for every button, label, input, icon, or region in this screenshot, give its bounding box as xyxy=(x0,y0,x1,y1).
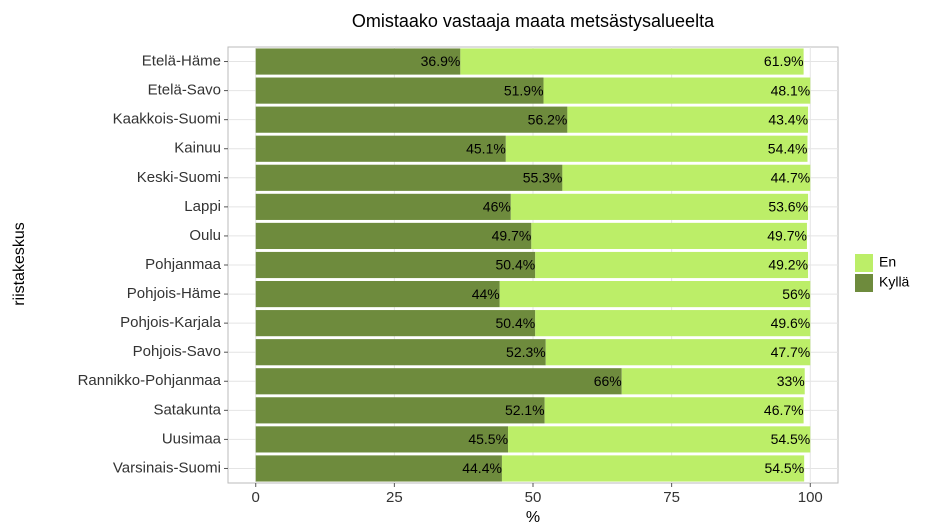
bar xyxy=(255,48,461,75)
data-label: 54.5% xyxy=(771,431,811,447)
bar xyxy=(508,426,811,453)
y-tick-label: Pohjois-Karjala xyxy=(120,314,222,331)
data-label: 49.6% xyxy=(771,315,811,331)
data-label: 56.2% xyxy=(528,111,568,127)
x-tick-label: 75 xyxy=(663,489,680,506)
bar xyxy=(545,339,811,366)
data-label: 44.4% xyxy=(462,460,502,476)
y-tick-label: Rannikko-Pohjanmaa xyxy=(78,372,222,389)
chart-title: Omistaako vastaaja maata metsästysalueel… xyxy=(352,11,715,31)
bar xyxy=(255,368,622,395)
data-label: 45.5% xyxy=(468,431,508,447)
legend-swatch xyxy=(855,274,873,292)
bar xyxy=(255,426,509,453)
bar xyxy=(255,455,502,482)
bar xyxy=(255,397,545,424)
data-label: 49.7% xyxy=(767,228,807,244)
bar xyxy=(255,193,511,220)
y-tick-label: Lappi xyxy=(184,198,221,215)
bar xyxy=(499,280,811,308)
data-label: 50.4% xyxy=(496,257,536,273)
y-tick-label: Pohjois-Häme xyxy=(127,285,221,302)
y-tick-label: Pohjanmaa xyxy=(145,256,222,273)
bar xyxy=(255,164,563,191)
data-label: 48.1% xyxy=(771,82,811,98)
data-label: 53.6% xyxy=(768,199,808,215)
y-tick-label: Keski-Suomi xyxy=(137,169,221,186)
bar xyxy=(621,368,805,395)
data-label: 61.9% xyxy=(764,53,804,69)
bar xyxy=(535,310,811,337)
bar xyxy=(505,135,808,162)
y-tick-label: Pohjois-Savo xyxy=(133,343,221,360)
bar xyxy=(510,193,809,220)
data-label: 36.9% xyxy=(421,53,461,69)
data-label: 44.7% xyxy=(771,170,811,186)
bar xyxy=(255,251,536,279)
bar xyxy=(531,222,807,250)
bar xyxy=(567,106,809,133)
data-label: 44% xyxy=(472,286,500,302)
bar xyxy=(255,339,546,366)
data-label: 47.7% xyxy=(771,344,811,360)
x-tick-label: 100 xyxy=(798,489,823,506)
data-label: 54.5% xyxy=(764,460,804,476)
data-label: 46% xyxy=(483,199,511,215)
data-label: 51.9% xyxy=(504,82,544,98)
data-label: 55.3% xyxy=(523,170,563,186)
y-tick-label: Varsinais-Suomi xyxy=(113,459,221,476)
data-label: 43.4% xyxy=(768,111,808,127)
y-tick-label: Kainuu xyxy=(174,140,221,157)
bar xyxy=(255,135,506,162)
x-tick-label: 25 xyxy=(386,489,403,506)
bar xyxy=(255,280,500,308)
y-tick-label: Uusimaa xyxy=(162,430,222,447)
bar xyxy=(255,310,536,337)
data-label: 56% xyxy=(782,286,810,302)
bar xyxy=(562,164,811,191)
data-label: 33% xyxy=(777,373,805,389)
data-label: 52.1% xyxy=(505,402,545,418)
bar xyxy=(460,48,804,75)
data-label: 54.4% xyxy=(768,140,808,156)
y-tick-label: Satakunta xyxy=(153,401,221,418)
y-tick-label: Kaakkois-Suomi xyxy=(113,111,221,128)
bar xyxy=(501,455,805,482)
data-label: 66% xyxy=(594,373,622,389)
y-tick-label: Etelä-Savo xyxy=(148,82,221,99)
x-tick-label: 0 xyxy=(252,489,260,506)
data-label: 46.7% xyxy=(764,402,804,418)
y-tick-label: Oulu xyxy=(189,227,221,244)
y-tick-label: Etelä-Häme xyxy=(142,53,221,70)
data-label: 49.2% xyxy=(768,257,808,273)
legend-label: Kyllä xyxy=(879,274,910,290)
data-label: 52.3% xyxy=(506,344,546,360)
bar xyxy=(255,222,532,250)
x-tick-label: 50 xyxy=(525,489,542,506)
bar xyxy=(255,77,544,104)
legend-label: En xyxy=(879,254,896,270)
data-label: 45.1% xyxy=(466,140,506,156)
bar xyxy=(544,397,804,424)
data-label: 50.4% xyxy=(496,315,536,331)
bar xyxy=(255,106,568,133)
legend-swatch xyxy=(855,254,873,272)
y-axis-label: riistakeskus xyxy=(11,222,28,306)
bar xyxy=(543,77,811,104)
data-label: 49.7% xyxy=(492,228,532,244)
bar xyxy=(535,251,809,279)
x-axis-label: % xyxy=(526,509,540,526)
